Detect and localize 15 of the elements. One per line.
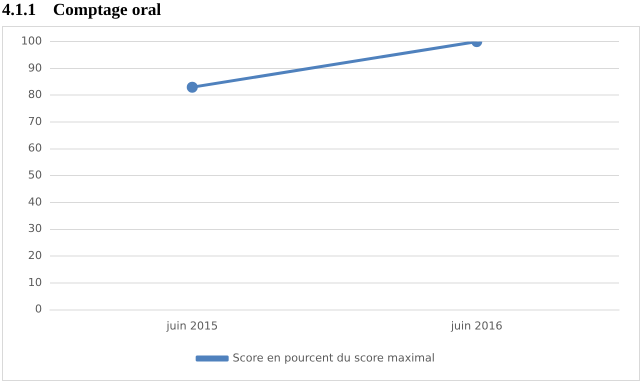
- y-tick-label: 70: [28, 114, 42, 128]
- x-tick-label: juin 2015: [165, 319, 218, 332]
- y-tick-label: 80: [28, 88, 42, 102]
- y-tick-label: 20: [28, 249, 42, 262]
- y-tick-label: 100: [20, 34, 42, 48]
- legend-label: Score en pourcent du score maximal: [232, 351, 435, 364]
- y-tick-label: 10: [28, 276, 42, 289]
- y-tick-label: 40: [28, 195, 42, 208]
- chart-title: 4.1.1 Comptage oral: [2, 0, 162, 20]
- y-tick-label: 90: [28, 61, 42, 74]
- y-tick-label: 30: [28, 222, 42, 236]
- y-tick-label: 60: [28, 142, 42, 155]
- x-tick-label: juin 2016: [450, 319, 503, 332]
- y-tick-label: 0: [34, 302, 42, 316]
- y-tick-label: 50: [28, 168, 42, 182]
